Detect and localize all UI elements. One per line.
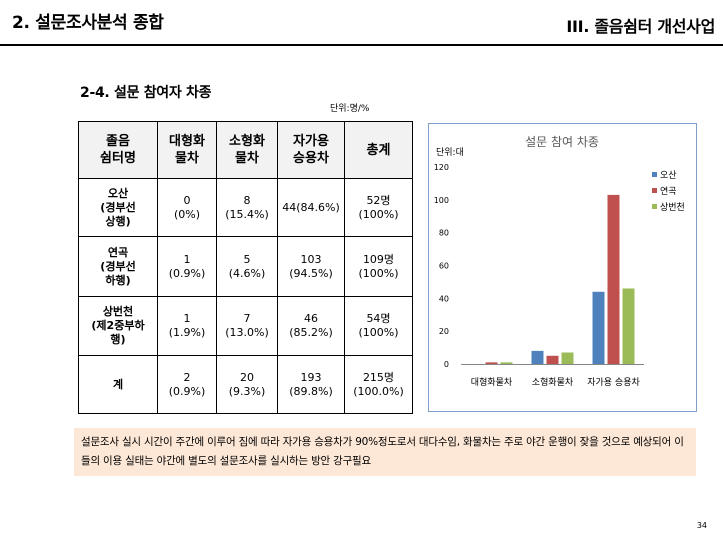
summary-note-text: 설문조사 실시 시간이 주간에 이루어 짐에 따라 자가용 승용차가 90%정도… — [81, 436, 684, 467]
table-cell: 44(84.6%) — [277, 178, 345, 237]
table-cell: 103 (94.5%) — [277, 236, 345, 297]
section-title: 2-4. 설문 참여자 차종 — [80, 85, 212, 101]
bar — [592, 291, 605, 364]
table-cell: 46 (85.2%) — [277, 296, 345, 356]
bar — [546, 355, 559, 364]
x-tick-label: 대형화물차 — [471, 376, 513, 388]
header-divider — [0, 44, 723, 46]
header-right-title: III. 졸음쉼터 개선사업 — [566, 17, 715, 36]
table-cell: 8 (15.4%) — [216, 178, 278, 237]
bar — [561, 352, 574, 364]
table-row: 상번천 (제2중부하 행) 1 (1.9%) 7 (13.0%) 46 (85.2%) 5… — [78, 296, 413, 356]
table-cell: 54명 (100%) — [344, 296, 413, 356]
legend-label: 오산 — [660, 170, 677, 181]
table-row-header: 상번천 (제2중부하 행) — [78, 296, 158, 356]
bar — [622, 288, 635, 364]
table-row-header: 연곡 (경부선 하행) — [78, 236, 158, 297]
table-total-row: 계 2 (0.9%) 20 (9.3%) 193 (89.8%) 215명 (100.0… — [78, 355, 413, 414]
legend-label: 연곡 — [660, 186, 677, 197]
table-row: 오산 (경부선 상행) 0 (0%) 8 (15.4%) 44(84.6%) 52명 (1… — [78, 178, 413, 237]
table-cell: 215명 (100.0%) — [344, 355, 413, 414]
y-tick-label: 40 — [439, 294, 449, 303]
y-tick-label: 60 — [439, 262, 449, 271]
legend-label: 상번천 — [660, 202, 685, 213]
y-tick-label: 20 — [439, 327, 449, 336]
table-header-cell: 총계 — [344, 121, 413, 179]
table-header-cell: 자가용 승용차 — [277, 121, 345, 179]
bar — [607, 194, 620, 364]
x-tick-label: 자가용 승용차 — [587, 376, 640, 388]
table-cell: 20 (9.3%) — [216, 355, 278, 414]
bar — [500, 362, 513, 364]
table-cell: 2 (0.9%) — [157, 355, 217, 414]
table-cell: 7 (13.0%) — [216, 296, 278, 356]
chart-title: 설문 참여 차종 — [525, 135, 599, 149]
table-header-row: 졸음 쉼터명 대형화 물차 소형화 물차 자가용 승용차 총계 — [78, 121, 413, 179]
table-cell: 1 (1.9%) — [157, 296, 217, 356]
unit-label: 단위:명/% — [330, 104, 370, 114]
summary-note: 설문조사 실시 시간이 주간에 이루어 짐에 따라 자가용 승용차가 90%정도… — [74, 428, 696, 476]
table-header-cell: 대형화 물차 — [157, 121, 217, 179]
table-row: 연곡 (경부선 하행) 1 (0.9%) 5 (4.6%) 103 (94.5%) 109… — [78, 236, 413, 297]
y-tick-label: 120 — [434, 163, 449, 172]
legend-swatch — [652, 204, 657, 209]
bar — [531, 350, 544, 364]
bar — [485, 362, 498, 364]
table-row-header: 오산 (경부선 상행) — [78, 178, 158, 237]
survey-table: 졸음 쉼터명 대형화 물차 소형화 물차 자가용 승용차 총계 오산 (경부선 상행) 0(… — [78, 121, 413, 414]
table-header-cell: 소형화 물차 — [216, 121, 278, 179]
table-cell: 1 (0.9%) — [157, 236, 217, 297]
page-number: 34 — [696, 521, 707, 530]
legend-swatch — [652, 188, 657, 193]
table-cell: 193 (89.8%) — [277, 355, 345, 414]
table-cell: 109명 (100%) — [344, 236, 413, 297]
table-cell: 5 (4.6%) — [216, 236, 278, 297]
table-cell: 0 (0%) — [157, 178, 217, 237]
y-tick-label: 80 — [439, 229, 449, 238]
header-left-title: 2. 설문조사분석 종합 — [12, 13, 164, 33]
table-row-header: 계 — [78, 355, 158, 414]
x-tick-label: 소형화물차 — [532, 376, 574, 388]
legend-swatch — [652, 172, 657, 177]
table-cell: 52명 (100%) — [344, 178, 413, 237]
y-tick-label: 100 — [434, 196, 449, 205]
y-axis-unit-label: 단위:대 — [436, 147, 464, 158]
y-tick-label: 0 — [444, 360, 449, 369]
table-header-cell: 졸음 쉼터명 — [78, 121, 158, 179]
